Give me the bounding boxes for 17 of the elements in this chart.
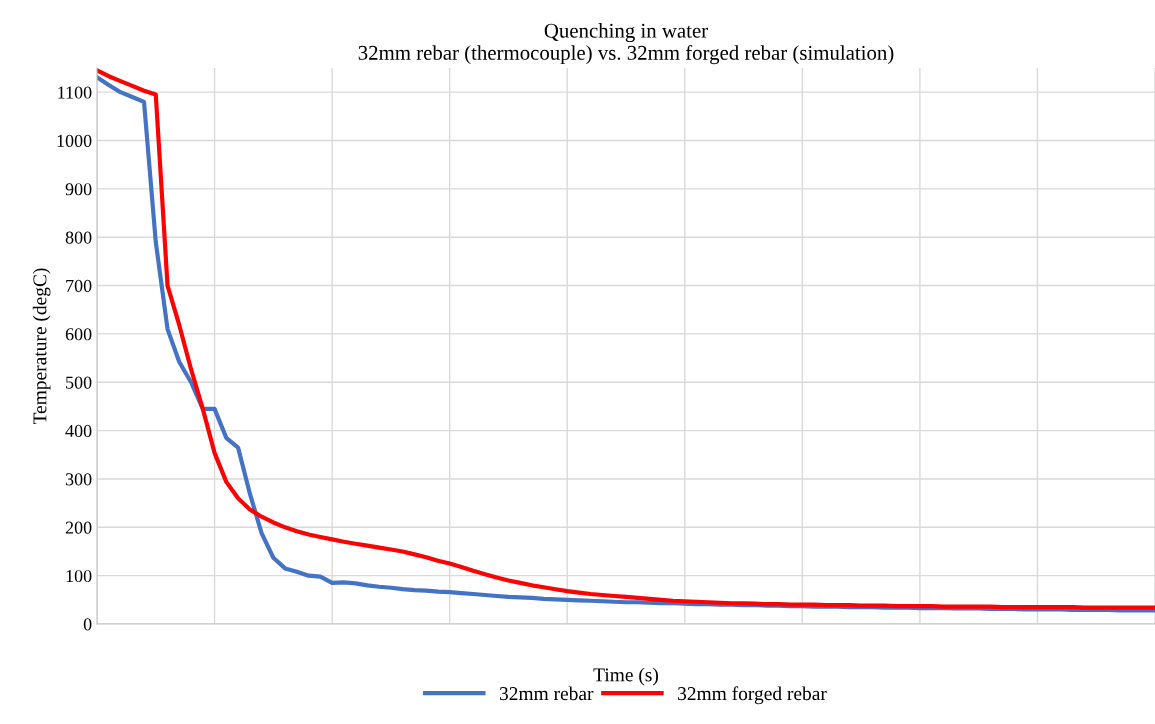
y-tick-label: 0	[83, 618, 92, 631]
y-tick-label: 500	[66, 376, 92, 389]
x-axis-title: Time (s)	[593, 667, 659, 686]
y-tick-label: 800	[65, 231, 92, 244]
y-tick-label: 900	[65, 183, 92, 196]
y-tick-label: 600	[65, 328, 92, 341]
y-tick-label: 300	[65, 473, 92, 486]
chart-title: Quenching in water 32mm rebar (thermocouple) vs. 32mm forged rebar (simulation)	[358, 23, 894, 65]
y-axis-title: Temperature (degC)	[32, 268, 51, 425]
y-tick-label: 200	[65, 521, 92, 534]
y-tick-label: 700	[66, 279, 92, 293]
legend-label: 32mm rebar	[499, 686, 594, 701]
y-tick-label: 400	[65, 424, 92, 438]
y-tick-label: 1000	[57, 134, 92, 147]
y-tick-label: 1100	[58, 86, 92, 99]
legend-label: 32mm forged rebar	[678, 686, 827, 705]
y-tick-label: 100	[66, 569, 92, 583]
